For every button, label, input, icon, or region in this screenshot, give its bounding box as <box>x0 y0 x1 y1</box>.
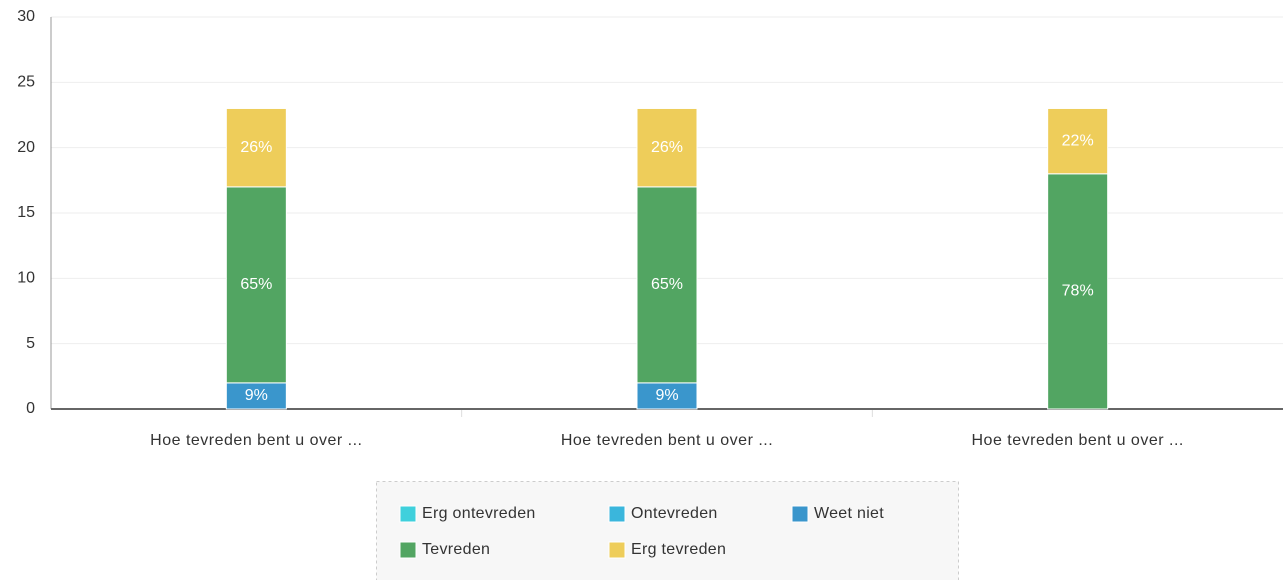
legend-box <box>376 481 959 580</box>
legend-swatch <box>791 505 809 523</box>
x-tick-label: Hoe tevreden bent u over ... <box>561 432 773 449</box>
bar-segment <box>225 107 287 188</box>
legend-label: Tevreden <box>422 541 490 558</box>
y-tick-label: 10 <box>17 270 35 287</box>
data-label: 65% <box>651 276 683 293</box>
y-tick-label: 15 <box>17 204 35 221</box>
bar-segment <box>636 186 698 384</box>
data-label: 9% <box>655 387 678 404</box>
bar-segment <box>636 107 698 188</box>
y-tick-label: 25 <box>17 74 35 91</box>
legend-label: Erg tevreden <box>631 541 726 558</box>
legend-swatch <box>608 505 626 523</box>
y-tick-label: 30 <box>17 8 35 25</box>
bar-segment <box>225 186 287 384</box>
legend-label: Ontevreden <box>631 505 718 522</box>
data-label: 65% <box>240 276 272 293</box>
data-label: 26% <box>240 139 272 156</box>
bar-segment <box>1047 107 1109 175</box>
x-tick-label: Hoe tevreden bent u over ... <box>150 432 362 449</box>
data-label: 26% <box>651 139 683 156</box>
legend-label: Weet niet <box>814 505 884 522</box>
y-tick-label: 20 <box>17 139 35 156</box>
data-label: 78% <box>1062 283 1094 300</box>
y-tick-label: 0 <box>26 400 35 417</box>
bar-segment <box>1047 173 1109 410</box>
legend-swatch <box>399 541 417 559</box>
legend-label: Erg ontevreden <box>422 505 536 522</box>
legend-swatch <box>399 505 417 523</box>
bar-segment <box>636 382 698 410</box>
data-label: 22% <box>1062 132 1094 149</box>
legend-swatch <box>608 541 626 559</box>
x-tick-label: Hoe tevreden bent u over ... <box>971 432 1183 449</box>
data-label: 9% <box>245 387 268 404</box>
y-tick-label: 5 <box>26 335 35 352</box>
